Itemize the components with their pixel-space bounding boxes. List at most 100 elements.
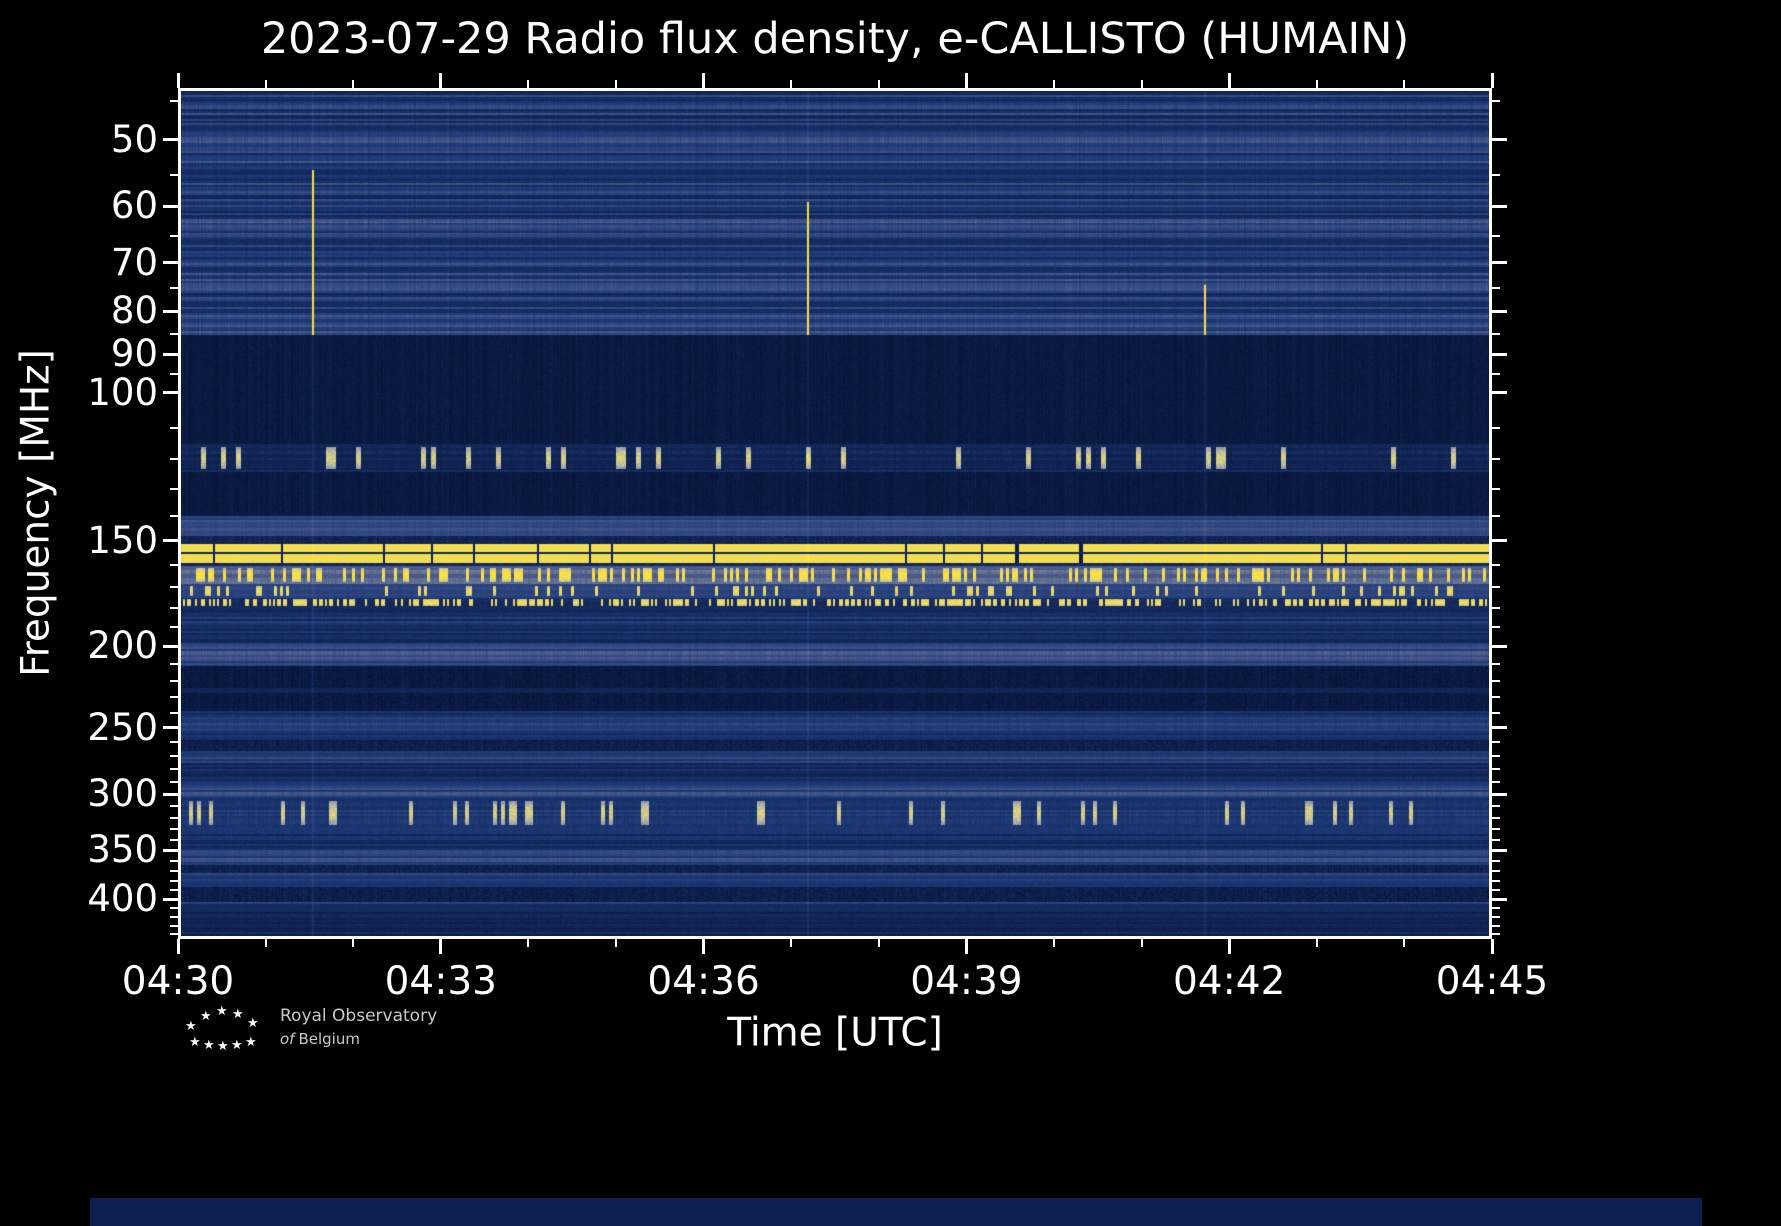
y-major-tick-right	[1492, 897, 1507, 901]
x-major-tick-bottom	[439, 939, 443, 954]
y-minor-tick-left	[170, 838, 178, 841]
x-tick-label: 04:30	[121, 959, 235, 1004]
rob-logo: ★ ★ ★ ★ ★ ★ ★ ★ ★ ★ Royal Observatory of Belgium	[185, 1003, 515, 1065]
y-minor-tick-right	[1492, 838, 1500, 841]
y-minor-tick-left	[170, 869, 178, 872]
y-major-tick-left	[163, 726, 178, 730]
y-major-tick-left	[163, 352, 178, 356]
y-tick-label: 400	[87, 877, 158, 921]
logo-star-icon: ★	[189, 1035, 201, 1050]
y-minor-tick-left	[170, 933, 178, 936]
y-major-tick-left	[163, 261, 178, 265]
y-tick-label: 200	[87, 624, 158, 668]
y-minor-tick-left	[170, 458, 178, 461]
x-major-tick-top	[1227, 73, 1231, 88]
spectrogram-canvas	[181, 91, 1489, 936]
y-minor-tick-left	[170, 767, 178, 770]
y-minor-tick-right	[1492, 100, 1500, 103]
y-minor-tick-left	[170, 740, 178, 743]
x-major-tick-top	[964, 73, 968, 88]
y-minor-tick-right	[1492, 173, 1500, 176]
y-tick-label: 70	[110, 240, 158, 284]
y-minor-tick-right	[1492, 924, 1500, 927]
x-minor-tick-top	[264, 80, 267, 88]
y-major-tick-right	[1492, 726, 1507, 730]
x-major-tick-bottom	[1490, 939, 1494, 954]
y-minor-tick-left	[170, 924, 178, 927]
y-minor-tick-left	[170, 711, 178, 714]
y-major-tick-right	[1492, 391, 1507, 395]
x-major-tick-top	[176, 73, 180, 88]
y-minor-tick-left	[170, 805, 178, 808]
y-major-tick-left	[163, 204, 178, 208]
y-minor-tick-right	[1492, 907, 1500, 910]
y-minor-tick-left	[170, 426, 178, 429]
y-minor-tick-left	[170, 100, 178, 103]
y-minor-tick-right	[1492, 933, 1500, 936]
logo-star-icon: ★	[245, 1035, 257, 1050]
y-tick-label: 100	[87, 370, 158, 414]
y-minor-tick-left	[170, 234, 178, 237]
y-minor-tick-right	[1492, 816, 1500, 819]
y-tick-label: 150	[87, 518, 158, 562]
y-minor-tick-right	[1492, 563, 1500, 566]
y-minor-tick-right	[1492, 780, 1500, 783]
y-tick-label: 90	[110, 332, 158, 376]
y-tick-label: 250	[87, 705, 158, 749]
y-minor-tick-left	[170, 879, 178, 882]
y-minor-tick-right	[1492, 805, 1500, 808]
y-major-tick-left	[163, 897, 178, 901]
x-minor-tick-bottom	[790, 939, 793, 947]
x-minor-tick-top	[615, 80, 617, 88]
x-axis-label: Time [UTC]	[727, 1010, 943, 1056]
y-minor-tick-right	[1492, 606, 1500, 609]
y-tick-label: 80	[110, 289, 158, 333]
y-major-tick-right	[1492, 309, 1507, 313]
x-major-tick-bottom	[176, 939, 180, 954]
y-minor-tick-left	[170, 816, 178, 819]
y-minor-tick-right	[1492, 679, 1500, 682]
y-minor-tick-right	[1492, 514, 1500, 517]
y-major-tick-left	[163, 792, 178, 796]
plot-frame	[178, 88, 1492, 939]
y-major-tick-left	[163, 138, 178, 142]
y-minor-tick-right	[1492, 879, 1500, 882]
y-major-tick-left	[163, 644, 178, 648]
x-minor-tick-top	[527, 80, 530, 88]
y-minor-tick-right	[1492, 740, 1500, 743]
logo-star-icon: ★	[203, 1038, 215, 1053]
x-minor-tick-bottom	[527, 939, 530, 947]
y-minor-tick-right	[1492, 286, 1500, 289]
logo-star-icon: ★	[231, 1038, 243, 1053]
y-minor-tick-left	[170, 859, 178, 862]
y-minor-tick-left	[170, 563, 178, 566]
y-minor-tick-right	[1492, 662, 1500, 665]
y-major-tick-right	[1492, 644, 1507, 648]
y-minor-tick-right	[1492, 332, 1500, 335]
y-tick-label: 60	[110, 184, 158, 228]
y-minor-tick-left	[170, 606, 178, 609]
y-major-tick-right	[1492, 539, 1507, 543]
x-tick-label: 04:42	[1172, 959, 1286, 1004]
y-minor-tick-right	[1492, 827, 1500, 830]
logo-text-of: of	[280, 1029, 295, 1048]
y-minor-tick-right	[1492, 859, 1500, 862]
x-major-tick-bottom	[1227, 939, 1231, 954]
x-minor-tick-top	[1140, 80, 1143, 88]
x-minor-tick-top	[1053, 80, 1055, 88]
y-minor-tick-left	[170, 487, 178, 490]
y-minor-tick-right	[1492, 426, 1500, 429]
logo-text-line1: Royal Observatory	[280, 1006, 438, 1026]
y-minor-tick-right	[1492, 585, 1500, 588]
y-minor-tick-left	[170, 827, 178, 830]
logo-star-icon: ★	[232, 1007, 244, 1022]
y-major-tick-right	[1492, 204, 1507, 208]
x-minor-tick-bottom	[1053, 939, 1055, 947]
x-minor-tick-bottom	[352, 939, 355, 947]
y-minor-tick-right	[1492, 767, 1500, 770]
y-minor-tick-right	[1492, 458, 1500, 461]
y-minor-tick-left	[170, 907, 178, 910]
y-minor-tick-left	[170, 679, 178, 682]
y-minor-tick-left	[170, 173, 178, 176]
